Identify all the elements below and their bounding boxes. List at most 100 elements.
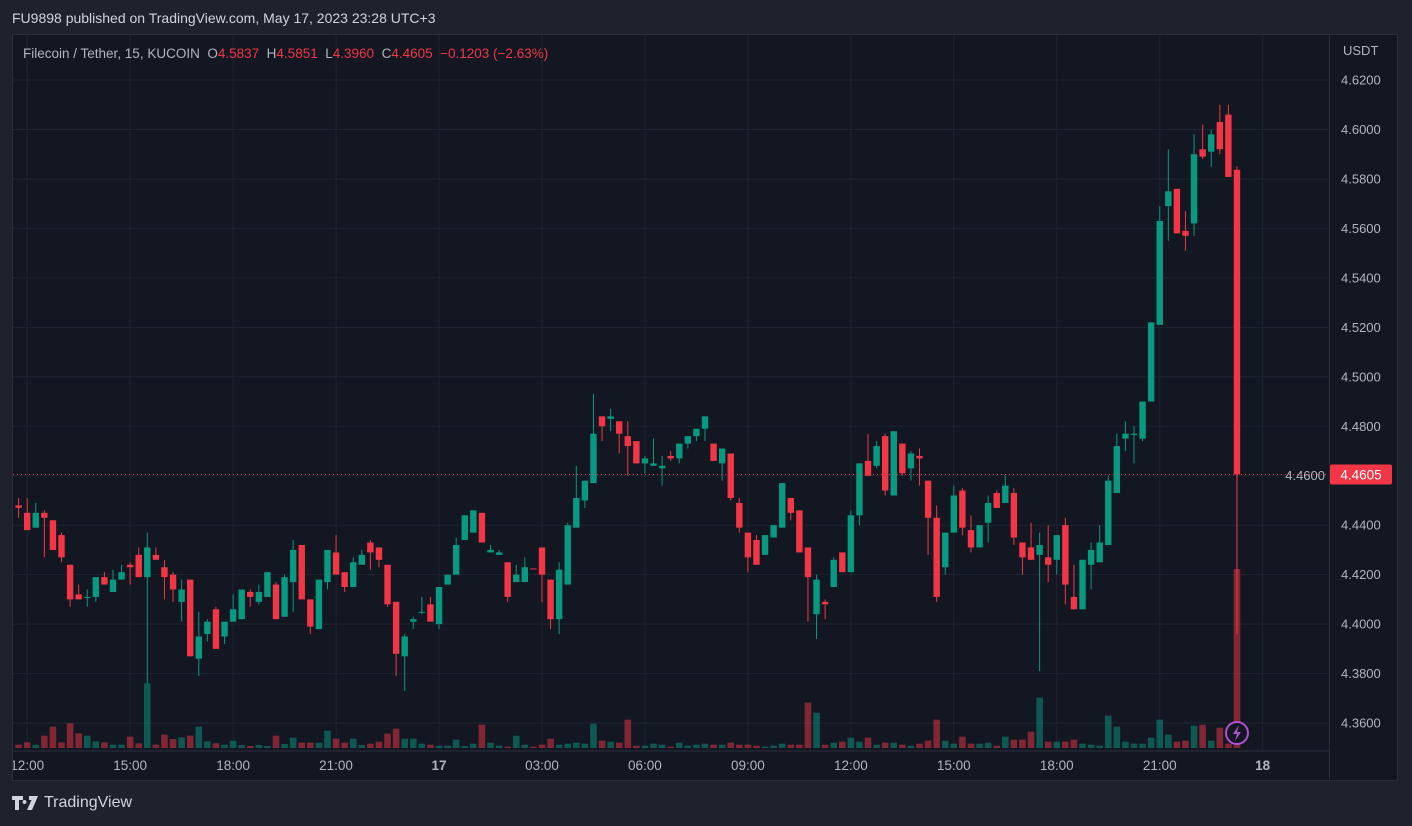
candle-down[interactable] <box>1027 547 1035 560</box>
candle-up[interactable] <box>856 463 863 516</box>
candle-up[interactable] <box>221 621 228 637</box>
candle-down[interactable] <box>864 460 872 476</box>
candle-up[interactable] <box>1130 433 1138 435</box>
candle-down[interactable] <box>58 535 65 558</box>
chart-pane[interactable]: 4.6200 4.6000 4.5800 4.5600 4.5400 4.5200 4.50… <box>12 34 1398 781</box>
candle-down[interactable] <box>538 547 546 575</box>
candle-down[interactable] <box>504 562 511 597</box>
candle-up[interactable] <box>1208 134 1215 152</box>
candle-up[interactable] <box>144 547 151 578</box>
candle-up[interactable] <box>195 636 202 659</box>
candle-up[interactable] <box>178 589 185 602</box>
candle-down[interactable] <box>307 599 314 627</box>
candle-down[interactable] <box>1233 169 1241 475</box>
candle-down[interactable] <box>1019 542 1026 558</box>
candle-up[interactable] <box>1079 559 1086 610</box>
candle-up[interactable] <box>315 579 323 630</box>
candle-up[interactable] <box>118 572 125 580</box>
candle-down[interactable] <box>753 540 760 565</box>
candle-down[interactable] <box>1045 557 1052 565</box>
candle-down[interactable] <box>272 584 280 620</box>
candle-down[interactable] <box>101 577 108 585</box>
candle-down[interactable] <box>126 564 134 568</box>
candle-up[interactable] <box>1122 433 1129 439</box>
candle-up[interactable] <box>701 416 709 429</box>
candle-up[interactable] <box>229 609 237 622</box>
candle-down[interactable] <box>1070 596 1078 610</box>
candle-up[interactable] <box>92 577 100 597</box>
candle-up[interactable] <box>607 416 614 419</box>
candle-up[interactable] <box>495 552 503 555</box>
candle-down[interactable] <box>75 594 82 600</box>
candle-up[interactable] <box>324 549 331 583</box>
candle-down[interactable] <box>744 532 752 558</box>
candle-up[interactable] <box>658 465 666 469</box>
candle-up[interactable] <box>1096 542 1103 563</box>
candle-down[interactable] <box>298 544 305 600</box>
candle-up[interactable] <box>452 544 460 575</box>
candle-up[interactable] <box>204 621 211 635</box>
candle-up[interactable] <box>1165 191 1172 207</box>
candle-down[interactable] <box>787 497 794 513</box>
candle-up[interactable] <box>350 562 357 588</box>
candle-up[interactable] <box>650 463 657 466</box>
candle-up[interactable] <box>779 483 786 528</box>
candle-up[interactable] <box>847 515 855 573</box>
candle-up[interactable] <box>813 579 820 615</box>
candle-up[interactable] <box>401 636 408 657</box>
candle-down[interactable] <box>427 604 434 622</box>
candle-down[interactable] <box>135 554 142 578</box>
candle-down[interactable] <box>1216 122 1223 150</box>
candle-down[interactable] <box>1010 493 1018 538</box>
candle-up[interactable] <box>718 448 726 464</box>
candle-up[interactable] <box>410 619 417 622</box>
candle-up[interactable] <box>1156 220 1163 325</box>
candle-up[interactable] <box>1105 480 1112 545</box>
candle-down[interactable] <box>624 436 631 447</box>
candle-down[interactable] <box>924 480 932 518</box>
candle-up[interactable] <box>590 433 597 484</box>
candle-up[interactable] <box>521 567 529 583</box>
candle-up[interactable] <box>264 572 271 597</box>
candle-up[interactable] <box>289 549 297 583</box>
candle-down[interactable] <box>881 436 889 491</box>
candle-up[interactable] <box>238 589 245 620</box>
candle-up[interactable] <box>418 611 426 613</box>
candle-down[interactable] <box>916 455 923 459</box>
candle-down[interactable] <box>41 512 48 518</box>
candle-down[interactable] <box>392 601 400 654</box>
candle-up[interactable] <box>1087 549 1095 565</box>
candle-up[interactable] <box>1053 535 1060 560</box>
candle-up[interactable] <box>32 512 39 528</box>
candle-up[interactable] <box>1036 544 1043 555</box>
candle-down[interactable] <box>1199 149 1206 157</box>
candle-down[interactable] <box>152 554 160 560</box>
candle-down[interactable] <box>736 502 743 528</box>
candle-down[interactable] <box>212 609 220 649</box>
candle-down[interactable] <box>899 443 906 474</box>
candle-down[interactable] <box>15 505 22 508</box>
candle-up[interactable] <box>830 559 837 588</box>
candle-up[interactable] <box>109 579 117 592</box>
candle-down[interactable] <box>478 512 486 543</box>
candle-up[interactable] <box>435 587 443 625</box>
candle-down[interactable] <box>839 552 846 573</box>
candle-down[interactable] <box>49 520 57 550</box>
candle-up[interactable] <box>684 436 692 444</box>
candle-down[interactable] <box>1182 230 1189 236</box>
candle-down[interactable] <box>667 455 674 459</box>
candle-up[interactable] <box>573 497 580 528</box>
candle-down[interactable] <box>967 530 975 548</box>
candle-up[interactable] <box>1113 446 1121 494</box>
candle-up[interactable] <box>950 495 958 533</box>
candle-down[interactable] <box>169 574 177 590</box>
candle-down[interactable] <box>710 443 717 461</box>
candle-down[interactable] <box>959 490 966 528</box>
candle-up[interactable] <box>907 453 915 469</box>
candle-up[interactable] <box>890 431 897 496</box>
candlestick-chart[interactable]: 4.6200 4.6000 4.5800 4.5600 4.5400 4.5200 4.50… <box>13 35 1398 781</box>
candle-up[interactable] <box>358 554 365 565</box>
candle-up[interactable] <box>513 574 520 583</box>
candle-down[interactable] <box>1225 114 1232 177</box>
candle-down[interactable] <box>616 421 623 434</box>
